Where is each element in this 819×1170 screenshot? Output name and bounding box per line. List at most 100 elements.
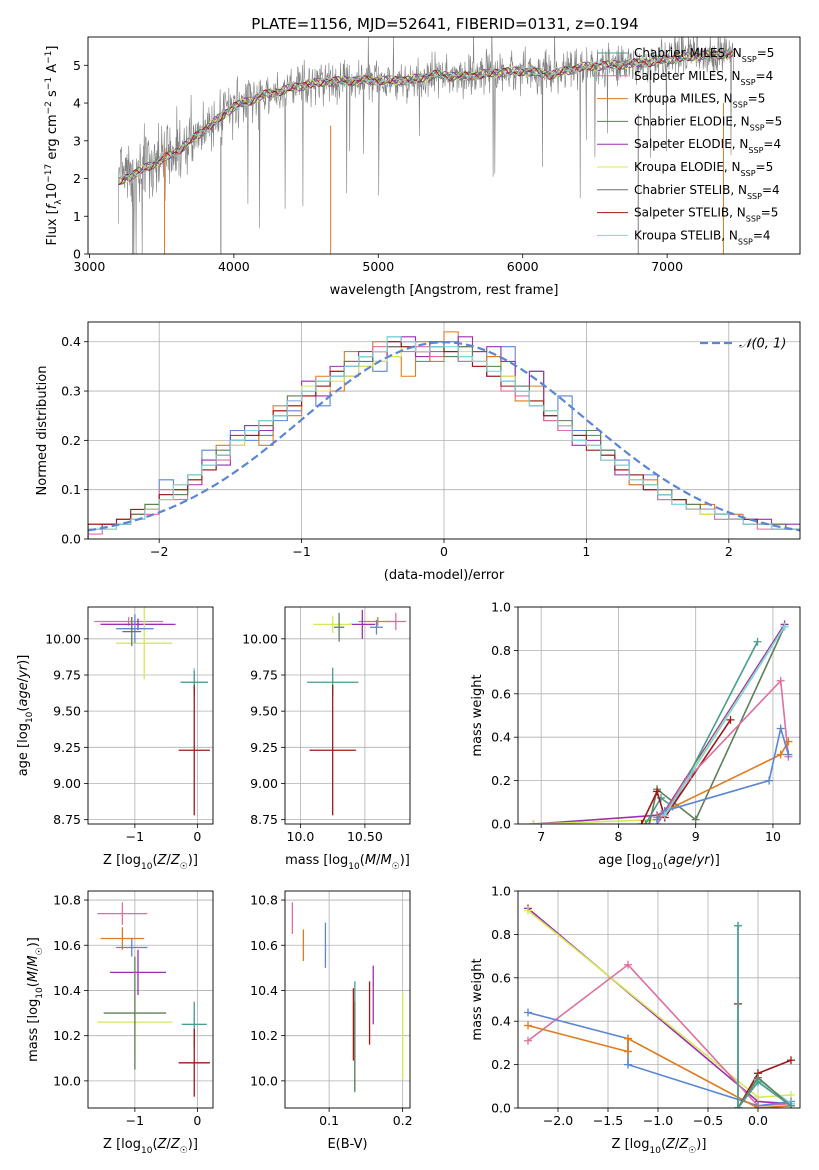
y-tick-label: 10.4 [250,983,278,998]
weight-marker [653,787,662,796]
x-tick-label: 3000 [74,259,106,274]
y-tick-label: 1 [73,209,81,224]
legend-entry: Chabrier STELIB, NSSP=4 [597,183,780,201]
x-axis-label: Z [log10(Z/Z☉)] [103,1137,198,1156]
y-tick-label: 0.0 [491,817,511,832]
y-tick-label: 8.75 [53,812,81,827]
weight-z-plot-area [518,891,800,1108]
y-tick-label: 10.6 [250,938,278,953]
weight-marker [524,1008,532,1017]
y-tick-label: 0.2 [491,1057,511,1072]
y-tick-label: 9.75 [250,667,278,682]
weight-line-miles_salpeter [656,678,790,824]
x-tick-label: 0 [193,1113,201,1128]
y-tick-label: 9.00 [250,776,278,791]
weight-line-stelib_kroupa [737,925,792,1108]
x-axis-label: Z [log10(Z/Z☉)] [103,853,198,872]
z-age-frame [87,606,214,825]
legend-entry: Kroupa MILES, NSSP=5 [597,92,765,109]
legend-label: Chabrier STELIB, NSSP=4 [634,183,780,201]
error-bar-point [116,614,154,644]
weight-line-elodie_salpeter [533,623,786,824]
weight-marker [754,1077,762,1086]
weight-marker [624,960,632,969]
error-bar-point [385,612,407,631]
z-mass-frame [87,890,214,1109]
y-tick-label: 10.00 [45,631,81,646]
legend-label: Chabrier ELODIE, NSSP=5 [634,114,782,131]
observed-spectrum-line [118,37,734,254]
y-tick-label: 0.6 [491,970,511,985]
weight-marker [776,724,785,733]
error-bar-point [370,620,383,635]
y-tick-label: 2 [73,171,81,186]
spectrum-frame [87,36,801,255]
x-tick-label: 7 [537,829,545,844]
y-tick-label: 9.75 [53,667,81,682]
weight-marker [780,622,789,631]
x-tick-label: 9 [692,829,700,844]
histogram-stelib_kroupa [88,336,800,539]
weight-marker [624,1034,632,1043]
x-tick-label: −1 [292,544,310,559]
x-tick-label: 7000 [651,259,683,274]
residuals-frame [87,321,801,540]
y-tick-label: 5 [73,58,81,73]
legend-label: Kroupa STELIB, NSSP=4 [634,228,771,246]
weight-marker [624,1047,632,1056]
y-tick-label: 0.4 [61,334,81,349]
y-tick-label: 8.75 [250,812,278,827]
x-tick-label: 0.2 [393,1113,413,1128]
spectrum-plot-area [117,37,734,254]
y-tick-label: 10.6 [53,938,81,953]
y-tick-label: 0.4 [491,730,511,745]
weight-marker [765,776,774,785]
weight-marker [776,750,785,759]
weight-line-miles_salpeter [527,963,792,1107]
weight-line-miles_chabrier [737,925,792,1108]
weight-line-elodie_kroupa [527,909,792,1099]
weight-marker [524,1036,532,1045]
weight-marker [524,1021,532,1030]
y-tick-label: 9.25 [250,740,278,755]
weight-marker [691,815,700,824]
legend-label: Salpeter STELIB, NSSP=5 [634,206,778,224]
y-tick-label: 3 [73,133,81,148]
ebv-mass-frame [284,890,411,1109]
y-tick-label: 0.3 [61,384,81,399]
weight-line-stelib_kroupa [664,626,786,816]
legend-label: Salpeter ELODIE, NSSP=4 [634,137,781,155]
weight-age-plot-area [518,607,800,824]
error-bar-point [333,612,345,642]
y-tick-label: 0.8 [491,643,511,658]
weight-marker [754,1093,762,1102]
legend-entry: Chabrier MILES, NSSP=5 [597,46,774,64]
y-tick-label: 0.8 [491,927,511,942]
z-mass-plot-area [88,891,213,1108]
legend-label: Kroupa ELODIE, NSSP=5 [634,160,773,178]
x-tick-label: 0.0 [748,1113,768,1128]
weight-marker [624,1060,632,1069]
x-tick-label: 8 [614,829,622,844]
weight-marker [787,1101,795,1108]
spectrum-panel: 3000 4000 5000 6000 7000 0 1 2 3 4 5 Chabrier MILES… [44,36,801,298]
y-axis-label: mass weight [470,958,485,1040]
x-axis-label: Z [log10(Z/Z☉)] [612,1137,707,1156]
error-bar-point [178,685,210,816]
x-tick-label: −0.5 [693,1113,723,1128]
y-tick-label: 10.0 [250,1073,278,1088]
error-bar-point [349,609,376,639]
y-tick-label: 10.8 [53,893,81,908]
y-tick-label: 1.0 [491,600,511,615]
y-axis-label: Normed distribution [35,366,50,496]
x-axis-label: (data-model)/error [384,568,505,583]
z-mass-panel: −1 0 10.0 10.2 10.4 10.6 10.8 Z [log10(Z/Z☉)] ma… [26,890,214,1156]
x-tick-label: 10 [765,829,781,844]
gaussian-curve [88,341,800,532]
weight-marker [660,811,669,820]
legend-label: 𝒩(0, 1) [739,337,786,352]
weight-line-miles_chabrier [644,641,759,824]
y-tick-label: 10.0 [53,1073,81,1088]
legend-entry: Kroupa STELIB, NSSP=4 [597,228,771,246]
legend-entry: Salpeter STELIB, NSSP=5 [597,206,778,224]
